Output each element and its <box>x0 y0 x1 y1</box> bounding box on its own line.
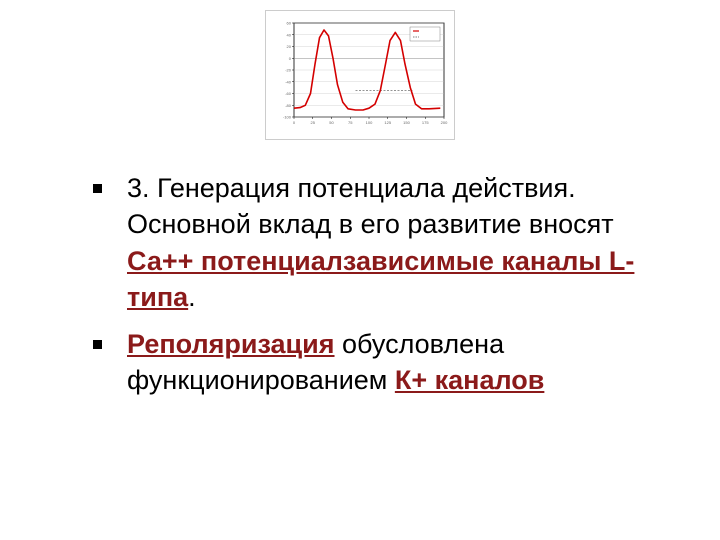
svg-text:0: 0 <box>289 56 292 61</box>
square-bullet-icon <box>93 340 102 349</box>
chart-plot-area: -100 -80 -60 -40 -20 0 20 40 60 0 25 50 75 100 125 150 1… <box>270 17 450 135</box>
bullet1-emph: Са++ потенциалзависимые каналы L-типа <box>127 246 634 312</box>
svg-text:75: 75 <box>348 120 353 125</box>
svg-text:20: 20 <box>287 44 292 49</box>
svg-text:50: 50 <box>329 120 334 125</box>
svg-text:-80: -80 <box>285 103 292 108</box>
chart-thumbnail: -100 -80 -60 -40 -20 0 20 40 60 0 25 50 75 100 125 150 1… <box>265 10 455 140</box>
svg-text:-40: -40 <box>285 79 292 84</box>
svg-text:200: 200 <box>441 120 448 125</box>
svg-text:175: 175 <box>422 120 429 125</box>
svg-text:-100: -100 <box>283 115 292 120</box>
svg-text:-20: -20 <box>285 68 292 73</box>
svg-text:25: 25 <box>311 120 316 125</box>
svg-text:40: 40 <box>287 32 292 37</box>
list-item: Реполяризация обусловлена функционирован… <box>85 326 655 399</box>
bullet2-emph2: К+ каналов <box>395 365 545 395</box>
bullet1-prefix: 3. Генерация потенциала действия. Основн… <box>127 173 614 239</box>
slide-root: -100 -80 -60 -40 -20 0 20 40 60 0 25 50 75 100 125 150 1… <box>0 0 720 540</box>
bullet-list: 3. Генерация потенциала действия. Основн… <box>85 170 655 399</box>
bullet2-emph1: Реполяризация <box>127 329 335 359</box>
list-item: 3. Генерация потенциала действия. Основн… <box>85 170 655 316</box>
bullet1-suffix: . <box>188 282 196 312</box>
svg-text:-60: -60 <box>285 91 292 96</box>
svg-text:0: 0 <box>293 120 296 125</box>
svg-text:125: 125 <box>384 120 391 125</box>
bullet-content: 3. Генерация потенциала действия. Основн… <box>85 170 655 409</box>
svg-text:60: 60 <box>287 21 292 26</box>
svg-text:150: 150 <box>403 120 410 125</box>
chart-svg: -100 -80 -60 -40 -20 0 20 40 60 0 25 50 75 100 125 150 1… <box>270 17 450 135</box>
square-bullet-icon <box>93 184 102 193</box>
svg-text:100: 100 <box>366 120 373 125</box>
